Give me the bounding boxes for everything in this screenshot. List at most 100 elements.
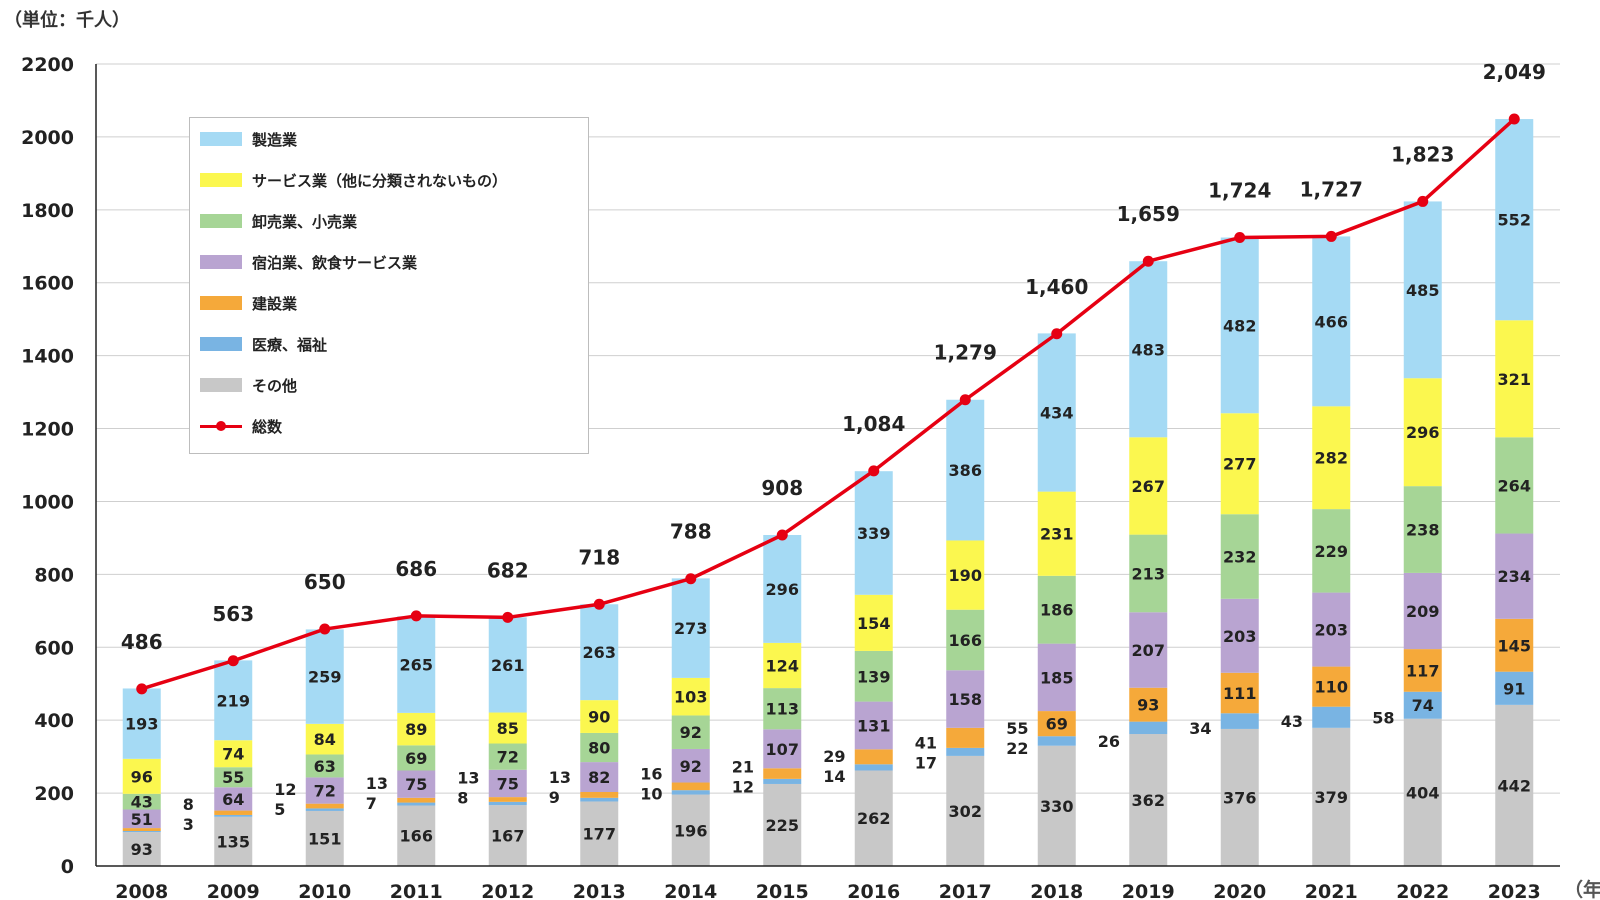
y-tick-label: 200: [34, 783, 74, 805]
segment-value-label: 177: [583, 825, 616, 844]
total-point: [1234, 232, 1246, 244]
bar-segment: [397, 805, 436, 866]
legend-label: 医療、福祉: [252, 335, 328, 354]
segment-value-label-outside: 13: [457, 768, 479, 787]
bar-segment: [214, 810, 253, 815]
y-tick-label: 0: [61, 856, 74, 878]
total-point: [1508, 113, 1520, 125]
bar-segment: [580, 604, 619, 701]
segment-value-label: 72: [314, 782, 336, 801]
segment-value-label: 96: [131, 767, 153, 786]
axes: 0 200 400 600 800 1000 1200 1400 1600 1800 2000 220…: [21, 54, 1600, 900]
bar-segment: [214, 660, 253, 741]
segment-value-label-outside: 12: [274, 780, 296, 799]
bar-segment: [763, 534, 802, 643]
bar-segment: [580, 801, 619, 866]
bar-segment: [1495, 533, 1534, 619]
bar-segment: [305, 777, 344, 804]
bar-segment: [1220, 713, 1259, 729]
bar-segment: [1129, 734, 1168, 866]
segment-value-label: 229: [1315, 542, 1348, 561]
bar-segment: [854, 749, 893, 765]
legend-item-construction: 建設業: [200, 293, 297, 313]
bar-segment: [1129, 437, 1168, 535]
segment-value-label: 273: [674, 619, 707, 638]
bar-segment: [122, 832, 161, 866]
total-point: [959, 394, 971, 406]
segment-value-label: 69: [1046, 715, 1068, 734]
bar-segment: [763, 778, 802, 784]
bar-segment: [1129, 721, 1168, 735]
bar-segment: [397, 745, 436, 771]
bar-segment: [1403, 718, 1442, 866]
bar-segment: [580, 762, 619, 792]
segment-value-label: 145: [1498, 636, 1531, 655]
segment-value-label: 139: [857, 667, 890, 686]
segment-value-label-outside: 41: [915, 733, 937, 752]
segment-value-label-outside: 10: [640, 784, 662, 803]
x-tick-label: 2018: [1030, 881, 1083, 900]
segment-value-label: 386: [949, 461, 982, 480]
x-tick-label: 2008: [115, 881, 168, 900]
total-value-label: 1,727: [1300, 177, 1363, 201]
legend-label: 製造業: [252, 130, 298, 149]
segment-value-label: 124: [766, 657, 799, 676]
segment-value-label: 110: [1315, 678, 1348, 697]
bar-segment: [214, 816, 253, 866]
bar-segment: [854, 764, 893, 771]
bar-segment: [397, 770, 436, 798]
bar-segment: [1220, 237, 1259, 414]
bar-segment: [122, 688, 161, 759]
total-value-label: 1,724: [1208, 179, 1271, 203]
bar-segment: [1037, 711, 1076, 737]
total-value-label: 1,084: [842, 412, 905, 436]
bar-segment: [946, 747, 985, 756]
segment-value-label-outside: 13: [549, 768, 571, 787]
segment-value-label: 89: [405, 720, 427, 739]
segment-value-label: 74: [1412, 696, 1434, 715]
segment-value-label-outside: 12: [732, 778, 754, 797]
segment-value-label: 154: [857, 614, 890, 633]
bar-segment: [305, 723, 344, 755]
legend-item-other: その他: [200, 375, 297, 395]
legend-swatch: [200, 378, 242, 392]
segment-value-label: 158: [949, 690, 982, 709]
total-value-label: 718: [578, 545, 620, 569]
legend-swatch: [200, 255, 242, 269]
bar-segment: [580, 732, 619, 763]
segment-value-label: 259: [308, 668, 341, 687]
total-point: [776, 529, 788, 541]
bar-segment: [488, 797, 527, 802]
segment-value-label: 190: [949, 566, 982, 585]
segment-value-label: 75: [405, 775, 427, 794]
segment-value-label: 74: [222, 745, 244, 764]
legend-swatch: [200, 296, 242, 310]
bar-segment: [854, 471, 893, 595]
segment-value-label: 93: [131, 840, 153, 859]
bar-segment: [946, 727, 985, 748]
total-point: [1325, 230, 1337, 242]
segment-value-label: 263: [583, 643, 616, 662]
segment-value-label: 483: [1132, 340, 1165, 359]
total-value-label: 682: [487, 558, 529, 582]
bar-segment: [854, 650, 893, 702]
bar-segment: [763, 642, 802, 689]
bar-segment: [1129, 612, 1168, 688]
bar-segment: [397, 797, 436, 803]
bar-segment: [122, 793, 161, 810]
total-point: [1142, 255, 1154, 267]
bar-segment: [1037, 575, 1076, 644]
bar-segment: [122, 809, 161, 829]
segment-value-label: 203: [1223, 627, 1256, 646]
segment-value-label: 64: [222, 790, 244, 809]
segment-value-label-outside: 3: [183, 815, 194, 834]
segment-value-label: 485: [1406, 281, 1439, 300]
x-tick-label: 2016: [847, 881, 900, 900]
y-tick-label: 600: [34, 637, 74, 659]
y-tick-label: 1600: [21, 273, 74, 295]
segment-value-label: 207: [1132, 641, 1165, 660]
segment-value-label: 339: [857, 524, 890, 543]
total-value-label: 2,049: [1483, 60, 1546, 84]
bar-segment: [1129, 534, 1168, 613]
